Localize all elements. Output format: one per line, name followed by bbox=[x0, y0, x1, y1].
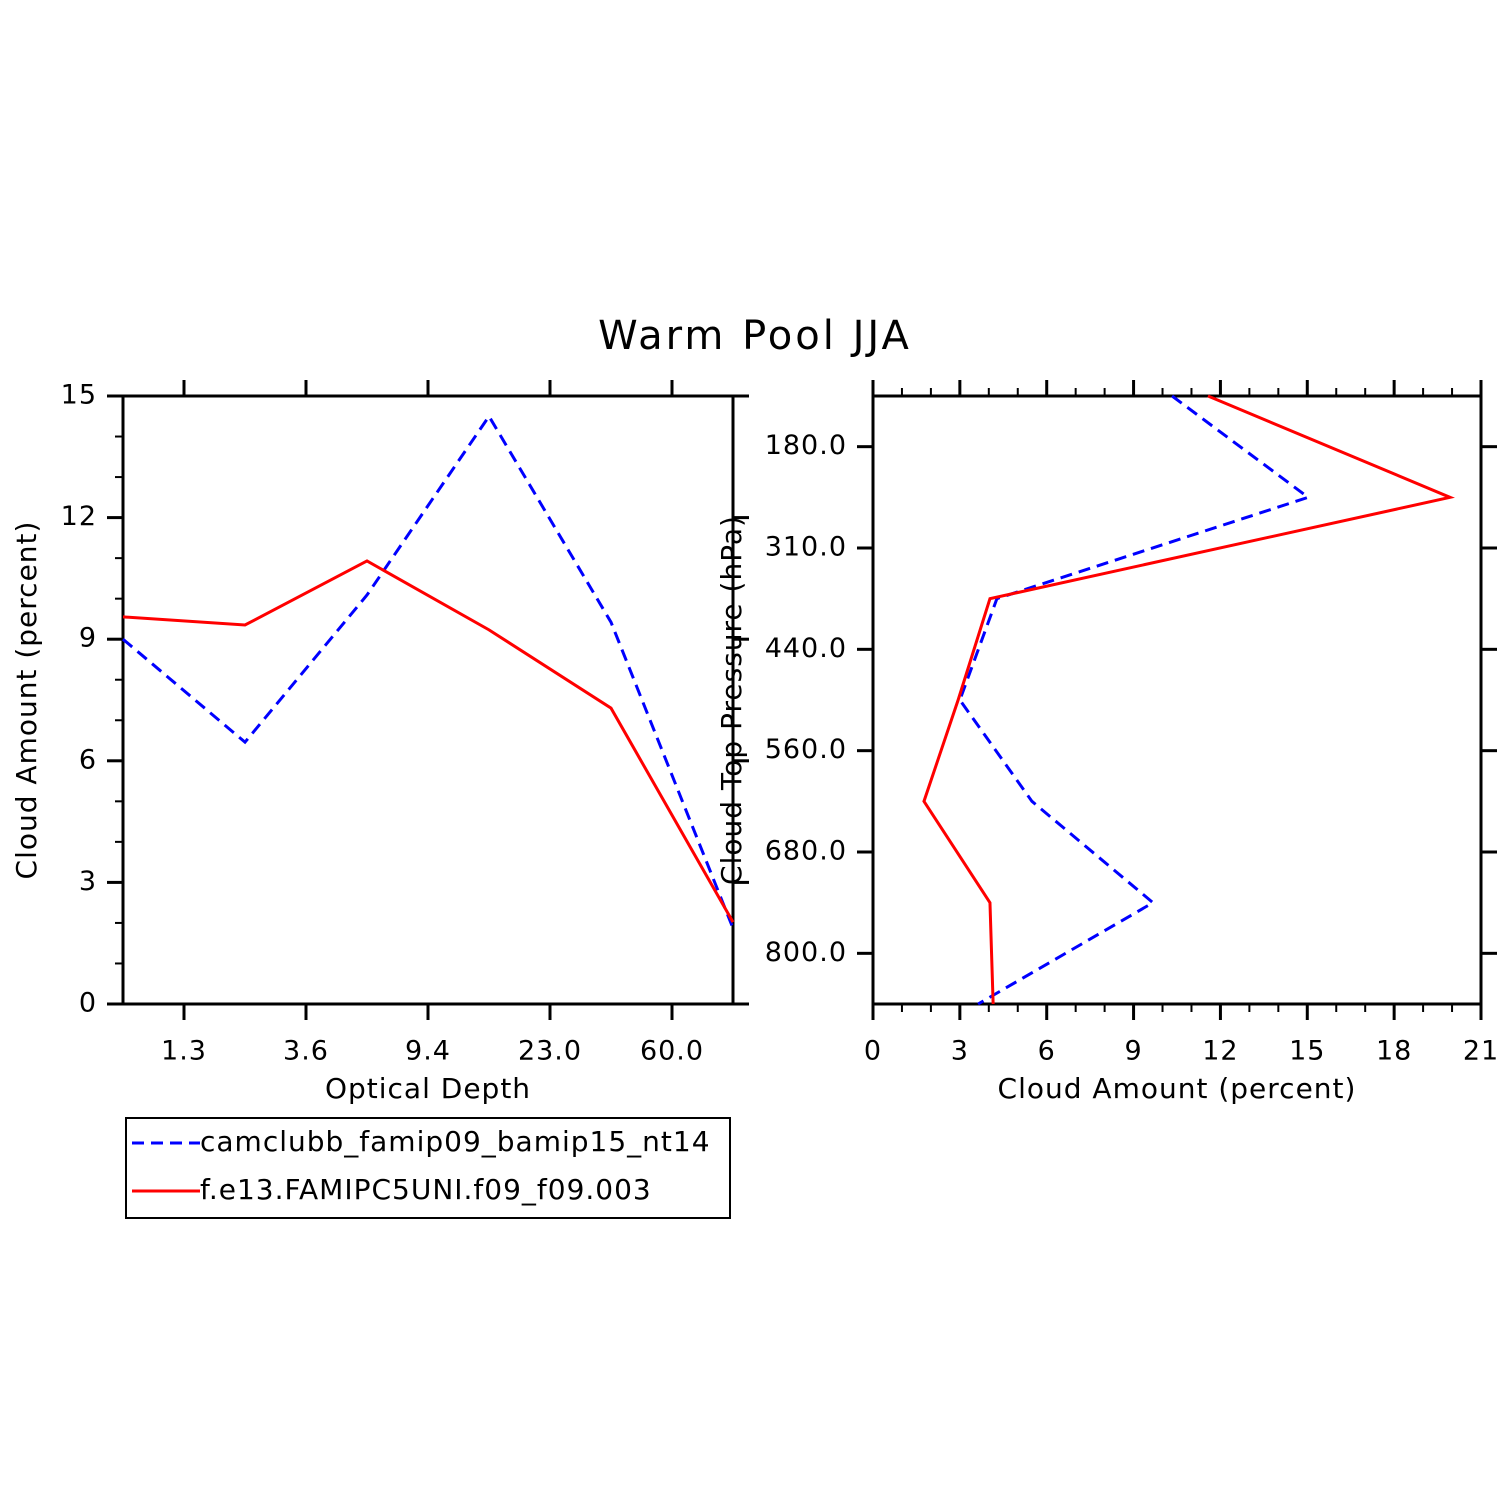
x-tick-label: 1.3 bbox=[161, 1036, 207, 1067]
y-tick-label: 680.0 bbox=[765, 836, 847, 867]
x-tick-label: 18 bbox=[1376, 1036, 1412, 1067]
x-tick-label: 9.4 bbox=[405, 1036, 451, 1067]
legend-label: camclubb_famip09_bamip15_nt14 bbox=[200, 1125, 711, 1158]
y-tick-label: 3 bbox=[79, 866, 97, 897]
y-tick-label: 310.0 bbox=[765, 532, 847, 563]
x-tick-label: 3 bbox=[951, 1036, 969, 1067]
x-axis-label: Optical Depth bbox=[325, 1072, 531, 1105]
y-tick-label: 560.0 bbox=[765, 734, 847, 765]
y-tick-label: 15 bbox=[61, 380, 97, 411]
y-tick-label: 440.0 bbox=[765, 633, 847, 664]
plot-frame bbox=[121, 394, 735, 1006]
legend-label: f.e13.FAMIPC5UNI.f09_f09.003 bbox=[200, 1173, 652, 1206]
legend-box bbox=[125, 1117, 731, 1219]
x-tick-label: 0 bbox=[864, 1036, 882, 1067]
y-tick-label: 6 bbox=[79, 744, 97, 775]
x-tick-label: 6 bbox=[1038, 1036, 1056, 1067]
y-tick-label: 180.0 bbox=[765, 430, 847, 461]
series-line bbox=[958, 394, 1312, 1006]
figure-title: Warm Pool JJA bbox=[598, 313, 912, 359]
y-tick-label: 12 bbox=[61, 501, 97, 532]
x-tick-label: 23.0 bbox=[518, 1036, 582, 1067]
x-tick-label: 15 bbox=[1289, 1036, 1325, 1067]
y-tick-label: 9 bbox=[79, 623, 97, 654]
x-tick-label: 60.0 bbox=[640, 1036, 704, 1067]
y-axis-label: Cloud Top Pressure (hPa) bbox=[715, 515, 748, 885]
x-tick-label: 3.6 bbox=[283, 1036, 329, 1067]
y-axis-label: Cloud Amount (percent) bbox=[10, 521, 43, 880]
series-line bbox=[922, 394, 1455, 1005]
x-tick-label: 21 bbox=[1463, 1036, 1499, 1067]
y-tick-label: 0 bbox=[79, 988, 97, 1019]
series-line bbox=[122, 559, 735, 923]
x-tick-label: 9 bbox=[1124, 1036, 1142, 1067]
x-axis-label: Cloud Amount (percent) bbox=[998, 1072, 1357, 1105]
plot-frame bbox=[871, 394, 1483, 1006]
series-line bbox=[122, 413, 735, 929]
x-tick-label: 12 bbox=[1202, 1036, 1238, 1067]
y-tick-label: 800.0 bbox=[765, 937, 847, 968]
